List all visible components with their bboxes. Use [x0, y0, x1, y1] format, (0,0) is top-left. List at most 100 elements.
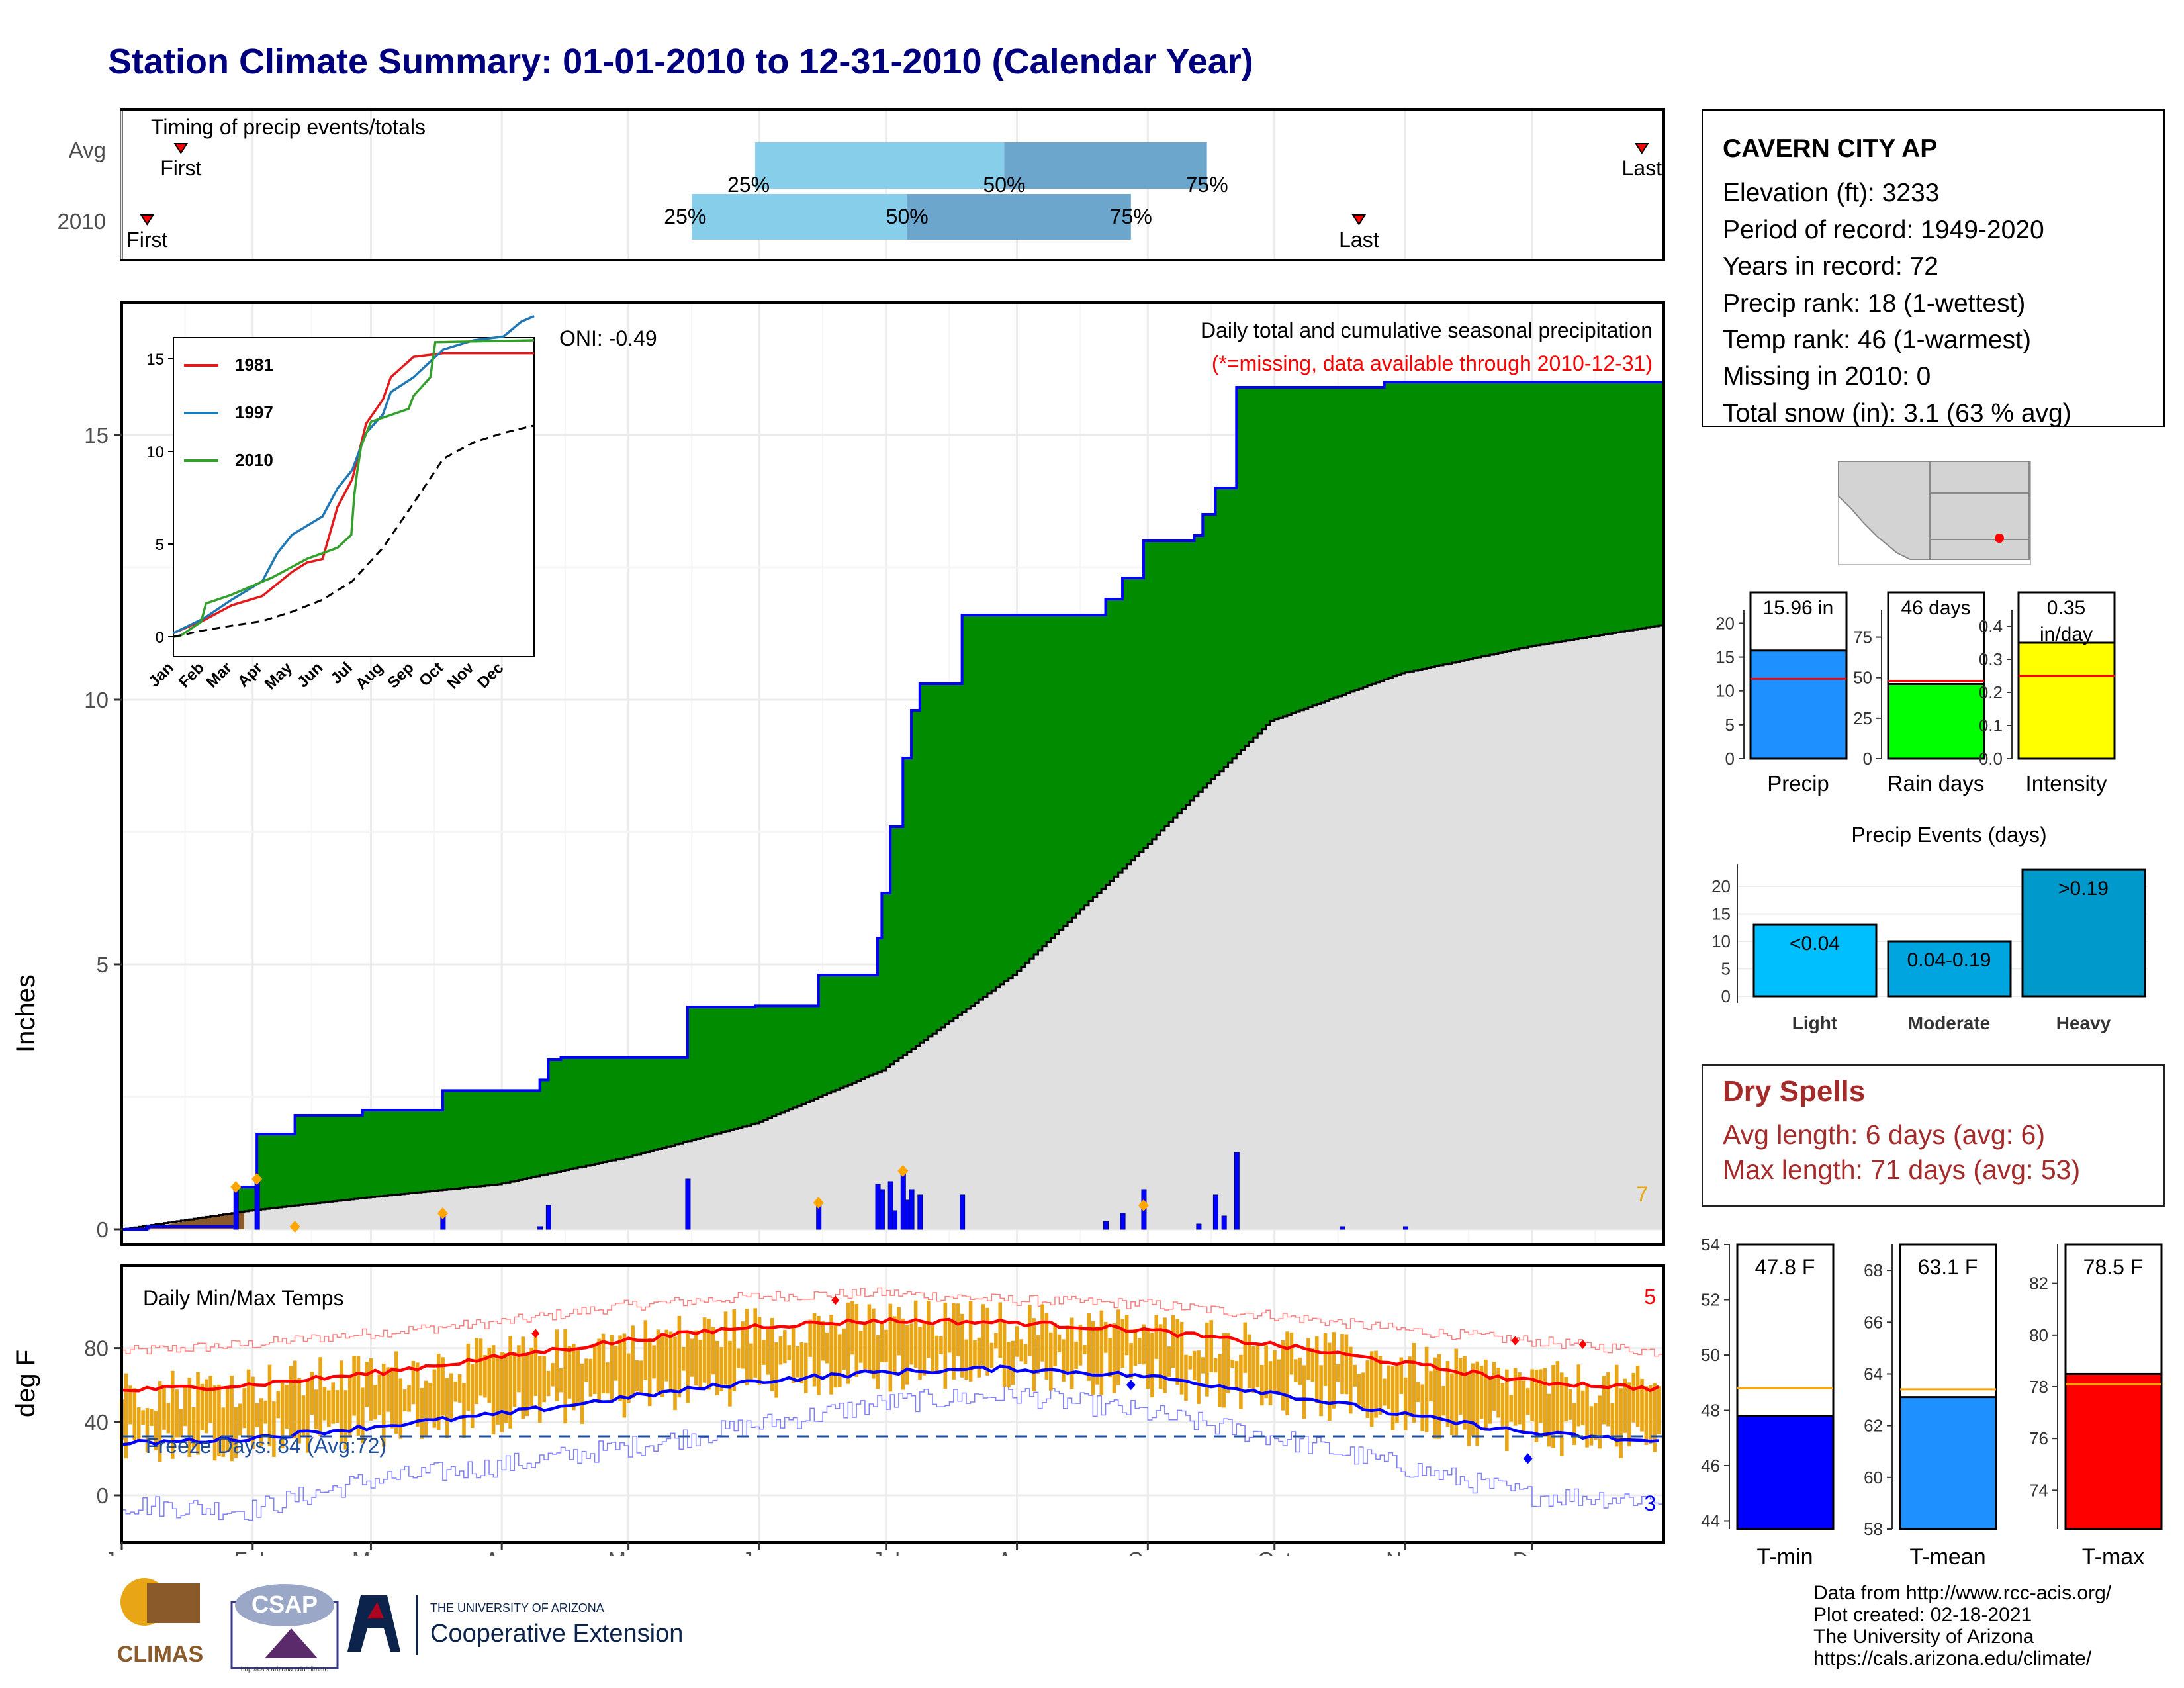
timing-last-marker — [1351, 214, 1367, 226]
tmean-bar-tmax — [2064, 1372, 2163, 1530]
temp-daily-bar — [1146, 1331, 1150, 1389]
season-bar-raindays — [1887, 683, 1985, 760]
daily-precip-bar — [233, 1186, 239, 1230]
month-label: Sep — [1128, 1548, 1167, 1556]
temp-daily-bar — [1594, 1403, 1598, 1440]
temp-daily-bar — [606, 1362, 610, 1394]
temp-daily-bar — [1445, 1361, 1450, 1427]
temp-daily-bar — [411, 1360, 416, 1405]
season-ytick-label: 0.4 — [1979, 616, 2003, 636]
timing-q25-label: 25% — [664, 205, 706, 228]
credit-data-source: Data from http://www.rcc-acis.org/ — [1813, 1582, 2112, 1604]
temp-daily-bar — [1635, 1365, 1640, 1427]
temp-daily-bar — [162, 1385, 166, 1430]
temp-daily-bar — [1222, 1333, 1226, 1408]
temp-daily-bar — [242, 1388, 247, 1429]
temp-daily-bar — [246, 1369, 251, 1438]
temp-daily-bar — [1441, 1386, 1445, 1416]
temp-daily-bar — [1002, 1320, 1007, 1387]
season-ytick-label: 0.1 — [1979, 716, 2003, 735]
temp-daily-bar — [1095, 1326, 1099, 1385]
dry-spells-box: Dry Spells Avg length: 6 days (avg: 6) M… — [1702, 1064, 2165, 1207]
temp-record-min-line — [122, 1384, 1663, 1521]
temp-daily-bar — [1040, 1304, 1044, 1362]
temp-daily-bar — [1522, 1380, 1526, 1434]
temp-daily-bar — [652, 1345, 656, 1379]
temp-daily-bar — [436, 1354, 441, 1430]
temp-daily-bar — [402, 1389, 407, 1411]
temp-daily-bar — [770, 1317, 774, 1391]
temp-daily-bar — [276, 1391, 281, 1419]
temp-daily-bar — [369, 1358, 373, 1421]
temp-daily-bar — [627, 1353, 631, 1403]
temp-daily-bar — [690, 1338, 694, 1377]
temp-daily-bar — [1589, 1406, 1594, 1446]
temp-normal-max-line — [121, 1317, 1660, 1393]
tmean-ytick-label: 68 — [1864, 1260, 1883, 1280]
temp-daily-bar — [1251, 1346, 1255, 1393]
timing-q50-label: 50% — [983, 173, 1025, 197]
temp-daily-bar — [656, 1329, 660, 1393]
temp-daily-bar — [259, 1398, 263, 1446]
tmean-value-label-tmean: 63.1 F — [1918, 1255, 1978, 1279]
temp-daily-bar — [1133, 1329, 1138, 1366]
temp-daily-bar — [1116, 1309, 1120, 1385]
logos: CLIMAS CSAP http://cals.arizona.edu/clim… — [117, 1578, 683, 1673]
temp-daily-bar — [1344, 1334, 1349, 1395]
temp-daily-bar — [1568, 1389, 1572, 1420]
temp-daily-bar — [677, 1315, 682, 1398]
dry-max-length: Max length: 71 days (avg: 53) — [1723, 1154, 2081, 1186]
temp-daily-bar — [483, 1354, 487, 1398]
temp-daily-bar — [343, 1390, 348, 1450]
month-label: Apr — [485, 1548, 519, 1556]
temp-daily-bar — [1332, 1332, 1336, 1409]
temp-daily-bar — [1437, 1354, 1441, 1439]
temp-daily-bar — [803, 1342, 808, 1393]
temp-daily-bar — [297, 1378, 301, 1444]
temp-daily-bar — [799, 1342, 804, 1384]
temp-daily-bar — [1614, 1364, 1619, 1447]
temp-daily-bar — [347, 1377, 352, 1438]
temp-daily-bar — [719, 1347, 723, 1391]
temp-daily-bar — [1657, 1386, 1661, 1435]
month-label: Jun — [742, 1548, 777, 1556]
season-ytick-label: 25 — [1853, 708, 1872, 728]
ua-small-text: THE UNIVERSITY OF ARIZONA — [430, 1601, 604, 1615]
temp-daily-bar — [179, 1409, 183, 1438]
month-label: Jul — [872, 1548, 900, 1556]
temp-daily-bar — [1078, 1325, 1083, 1366]
temp-daily-bar — [892, 1316, 897, 1374]
temp-daily-bar — [1534, 1369, 1539, 1442]
temp-daily-bar — [293, 1360, 297, 1439]
temp-daily-bar — [158, 1381, 162, 1462]
temp-daily-bar — [660, 1335, 664, 1397]
temp-daily-bar — [1247, 1334, 1251, 1389]
inset-line-1981 — [173, 352, 534, 635]
temp-daily-bar — [441, 1357, 445, 1416]
temp-daily-bar — [1184, 1354, 1188, 1401]
temp-daily-bar — [694, 1330, 698, 1386]
inset-line-2010 — [173, 339, 535, 638]
daily-precip-bar — [879, 1189, 885, 1230]
temp-daily-bar — [1505, 1369, 1509, 1452]
daily-precip-bar — [1212, 1194, 1218, 1230]
temp-daily-bar — [1580, 1390, 1585, 1425]
temp-daily-bar — [1260, 1364, 1264, 1406]
temp-daily-bar — [1066, 1325, 1070, 1374]
temp-daily-bar — [267, 1364, 272, 1447]
temp-daily-bar — [1083, 1344, 1087, 1354]
temp-daily-bar — [1074, 1341, 1078, 1369]
temp-daily-bar — [1069, 1317, 1074, 1389]
season-bar-precip — [1749, 649, 1848, 760]
temp-daily-bar — [1623, 1378, 1627, 1433]
temp-daily-bar — [1273, 1350, 1277, 1394]
station-temp-rank: Temp rank: 46 (1-warmest) — [1723, 325, 2031, 354]
temp-daily-bar — [931, 1325, 934, 1374]
daily-precip-bar — [892, 1210, 898, 1230]
timing-q50-q75-bar — [907, 194, 1131, 240]
temp-daily-bar — [913, 1300, 918, 1368]
temp-daily-bar — [306, 1380, 310, 1453]
temp-daily-bar — [1015, 1326, 1019, 1357]
temp-daily-bar — [985, 1307, 989, 1376]
event-bar-heavy — [2021, 868, 2146, 998]
